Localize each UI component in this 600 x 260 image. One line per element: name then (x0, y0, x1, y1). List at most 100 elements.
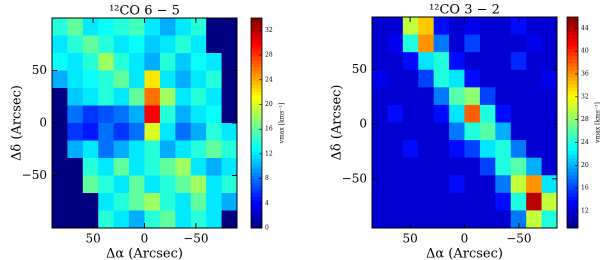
heatmap-cell (526, 157, 543, 176)
heatmap-cell (464, 210, 481, 229)
heatmap-cell (113, 175, 130, 194)
heatmap-cell (144, 140, 161, 159)
colorbar-segment (251, 91, 262, 96)
heatmap-cell (206, 123, 223, 141)
colorbar-segment (251, 77, 262, 82)
colorbar-tick-label: 24 (581, 139, 589, 146)
heatmap-cell (113, 35, 130, 54)
heatmap-cell (98, 123, 115, 141)
heatmap-cell (526, 87, 543, 106)
colorbar-segment (251, 112, 262, 117)
colorbar-frame (566, 16, 579, 229)
heatmap-cell (190, 175, 207, 194)
heatmap-cell (464, 34, 481, 53)
heatmap-cell (82, 193, 99, 211)
colorbar-segment (251, 74, 262, 78)
heatmap-cell (526, 104, 543, 123)
heatmap-cell (129, 210, 145, 229)
colorbar-segment (251, 130, 262, 134)
colorbar-segment (251, 18, 262, 22)
colorbar-segment (567, 111, 578, 116)
heatmap-cell (67, 123, 84, 141)
heatmap-cell (495, 157, 512, 176)
heatmap-cell (402, 87, 419, 106)
colorbar-segment (251, 46, 262, 50)
colorbar-segment (567, 199, 578, 204)
heatmap-cell (159, 123, 176, 141)
heatmap-cell (541, 210, 558, 229)
heatmap-cell (98, 53, 115, 71)
colorbar-segment (251, 35, 262, 40)
colorbar-segment (251, 67, 262, 71)
colorbar-segment (251, 172, 262, 176)
colorbar-segment (251, 42, 262, 47)
colorbar-segment (251, 49, 262, 54)
heatmap-cell (479, 34, 496, 53)
heatmap-cell (159, 18, 176, 36)
heatmap-cell (433, 34, 450, 53)
chart-title: ¹²CO 3 − 2 (429, 3, 500, 18)
colorbar-segment (567, 108, 578, 113)
heatmap-cell (98, 70, 115, 89)
heatmap-cell (98, 193, 115, 211)
heatmap-cell (418, 69, 435, 88)
colorbar-tick-label: 40 (581, 48, 589, 55)
heatmap-cell (129, 193, 145, 211)
heatmap-cell (526, 122, 543, 141)
heatmap-cell (464, 122, 481, 141)
heatmap-cell (221, 105, 238, 124)
heatmap-cell (464, 104, 481, 123)
heatmap-cell (372, 140, 388, 159)
heatmap-cell (175, 158, 192, 176)
colorbar-segment (567, 143, 578, 148)
heatmap-cell (541, 69, 558, 88)
colorbar-segment (251, 123, 262, 127)
colorbar-segment (251, 214, 262, 218)
heatmap-cell (82, 158, 99, 176)
heatmap-cell (479, 140, 496, 159)
heatmap-cell (190, 70, 207, 89)
heatmap-cell (464, 192, 481, 211)
heatmap-cell (479, 104, 496, 123)
colorbar-segment (251, 182, 262, 187)
heatmap-cell (402, 17, 419, 36)
heatmap-cell (433, 52, 450, 71)
colorbar-tick-label: 32 (581, 93, 589, 100)
heatmap-cell (98, 175, 115, 194)
colorbar-segment (567, 45, 578, 50)
heatmap-cell (159, 105, 176, 124)
heatmap-cell (495, 140, 512, 159)
heatmap-cell (98, 105, 115, 124)
heatmap-cell (433, 122, 450, 141)
colorbar-segment (251, 137, 262, 141)
colorbar-segment (251, 140, 262, 145)
colorbar-segment (567, 168, 578, 173)
colorbar-tick-label: 8 (265, 175, 269, 182)
heatmap-cell (159, 158, 176, 176)
colorbar-tick-label: 28 (265, 52, 273, 59)
heatmap-cell (190, 53, 207, 71)
heatmap-cell (479, 122, 496, 141)
heatmap-cell (221, 35, 238, 54)
heatmap-cell (175, 35, 192, 54)
heatmap-cell (159, 210, 176, 229)
heatmap-cell (67, 88, 84, 106)
heatmap-cell (175, 18, 192, 36)
heatmap-cell (175, 53, 192, 71)
heatmap-cell (372, 157, 388, 176)
heatmap-cell (479, 210, 496, 229)
colorbar-segment (251, 102, 262, 106)
colorbar-segment (567, 90, 578, 95)
heatmap-cell (52, 53, 68, 71)
heatmap-cell (372, 104, 388, 123)
heatmap-cell (372, 69, 388, 88)
heatmap-cell (113, 210, 130, 229)
heatmap-cell (510, 122, 527, 141)
colorbar-segment (567, 38, 578, 43)
heatmap-cell (206, 18, 223, 36)
heatmap-cell (402, 34, 419, 53)
y-tick-label: 50 (352, 62, 367, 76)
heatmap-cell (82, 175, 99, 194)
colorbar-segment (251, 119, 262, 124)
heatmap-cell (495, 192, 512, 211)
